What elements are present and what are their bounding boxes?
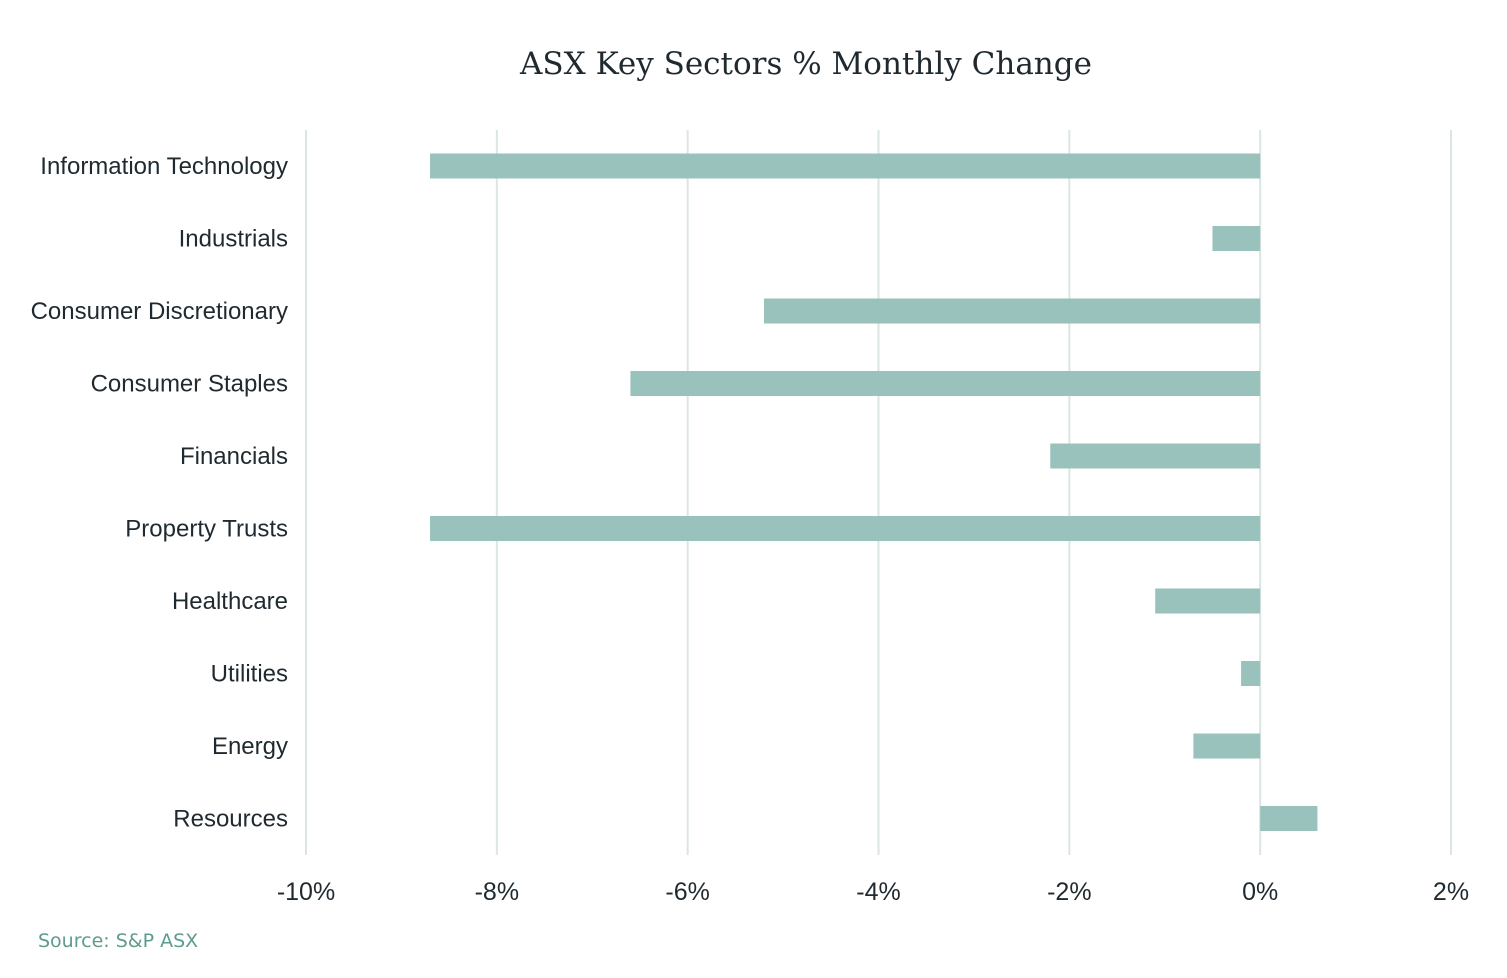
- gridlines: [305, 130, 1452, 855]
- x-tick-label: -2%: [1047, 878, 1091, 906]
- category-label: Information Technology: [40, 153, 288, 180]
- category-label: Consumer Staples: [91, 371, 288, 398]
- bar: [1155, 588, 1261, 614]
- category-label: Consumer Discretionary: [31, 298, 288, 325]
- category-label: Resources: [173, 806, 288, 833]
- bar: [1050, 443, 1261, 469]
- x-tick-label: -8%: [475, 878, 519, 906]
- x-tick-label: 0%: [1242, 878, 1278, 906]
- bar: [1212, 226, 1261, 251]
- category-label: Property Trusts: [125, 516, 288, 543]
- category-labels: Information Technology Industrials Consume…: [31, 153, 288, 833]
- x-tick-label: 2%: [1433, 878, 1469, 906]
- chart-title: ASX Key Sectors % Monthly Change: [519, 46, 1092, 82]
- bar: [630, 371, 1261, 396]
- x-tick-label: -6%: [665, 878, 709, 906]
- category-label: Healthcare: [172, 588, 288, 615]
- bar: [430, 516, 1261, 541]
- bar: [1193, 733, 1261, 759]
- bars: [430, 153, 1318, 831]
- category-label: Utilities: [211, 661, 288, 688]
- category-label: Industrials: [179, 226, 288, 253]
- bar: [764, 298, 1261, 324]
- category-label: Financials: [180, 443, 288, 470]
- x-tick-label: -4%: [856, 878, 900, 906]
- bar: [1241, 661, 1261, 686]
- x-tick-label: -10%: [277, 878, 335, 906]
- bar: [430, 153, 1261, 179]
- x-axis-tick-labels: -10% -8% -6% -4% -2% 0% 2%: [277, 878, 1469, 906]
- source-note: Source: S&P ASX: [38, 930, 198, 952]
- category-label: Energy: [212, 733, 288, 760]
- bar: [1260, 806, 1318, 831]
